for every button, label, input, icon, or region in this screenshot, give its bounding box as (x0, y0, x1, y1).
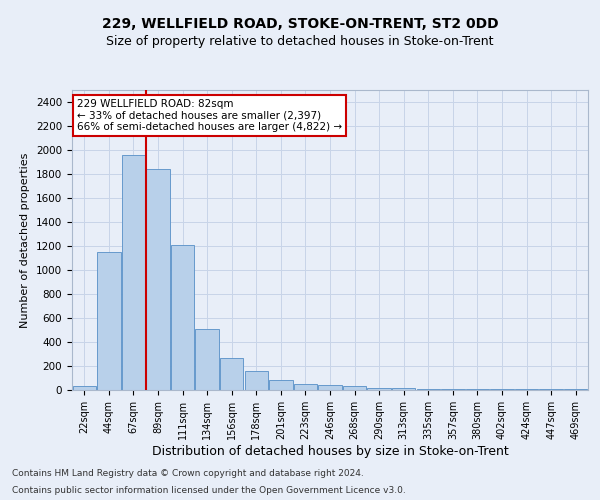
Bar (416, 389, 440, 390)
Bar (490, 389, 514, 390)
Bar (245, 372, 268, 390)
Text: Contains HM Land Registry data © Crown copyright and database right 2024.: Contains HM Land Registry data © Crown c… (12, 468, 364, 477)
Bar (441, 389, 464, 390)
Bar (367, 388, 391, 390)
Bar (343, 386, 366, 390)
Text: 229, WELLFIELD ROAD, STOKE-ON-TRENT, ST2 0DD: 229, WELLFIELD ROAD, STOKE-ON-TRENT, ST2… (101, 18, 499, 32)
Bar (73, 386, 96, 390)
Bar (269, 380, 293, 390)
X-axis label: Distribution of detached houses by size in Stoke-on-Trent: Distribution of detached houses by size … (152, 444, 508, 458)
Bar (294, 384, 317, 390)
Bar (122, 155, 145, 390)
Bar (466, 389, 489, 390)
Bar (392, 388, 415, 390)
Bar (146, 169, 170, 390)
Bar (171, 245, 194, 390)
Bar (97, 252, 121, 390)
Y-axis label: Number of detached properties: Number of detached properties (20, 152, 31, 328)
Bar (220, 358, 244, 390)
Bar (196, 329, 219, 390)
Bar (319, 385, 341, 390)
Text: Size of property relative to detached houses in Stoke-on-Trent: Size of property relative to detached ho… (106, 35, 494, 48)
Text: Contains public sector information licensed under the Open Government Licence v3: Contains public sector information licen… (12, 486, 406, 495)
Text: 229 WELLFIELD ROAD: 82sqm
← 33% of detached houses are smaller (2,397)
66% of se: 229 WELLFIELD ROAD: 82sqm ← 33% of detac… (77, 99, 342, 132)
